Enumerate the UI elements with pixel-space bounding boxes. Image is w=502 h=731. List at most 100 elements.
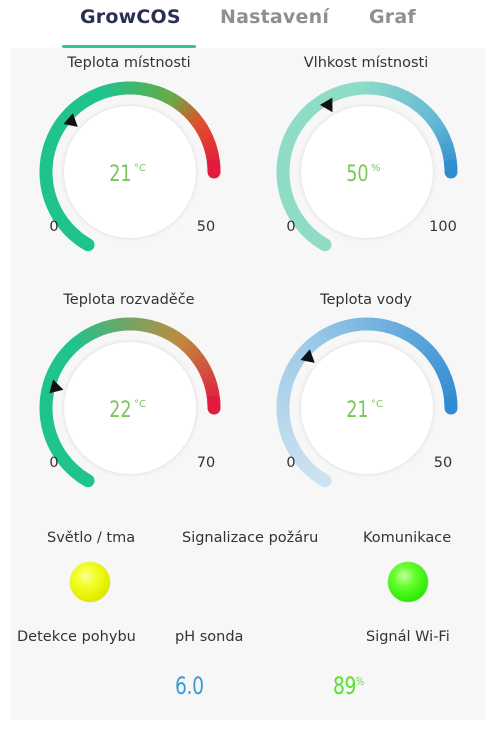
gauge-arc-segment [290,118,305,131]
gauge-max-label: 100 [429,219,457,235]
gauge-arc-segment [306,100,320,115]
gauge-arc-segment [132,81,141,96]
gauge-arc-segment [158,88,171,103]
active-tab-indicator [62,45,196,48]
gauge-arc-segment [405,93,419,109]
gauge-arc-segment [47,364,62,377]
gauge-arc-segment [64,104,79,119]
gauge-arc-segment [312,470,332,488]
gauge-arc-segment [40,181,55,191]
comm-label: Komunikace [363,530,452,546]
tab-graf[interactable]: Graf [369,6,416,28]
gauge-arc-segment [410,96,424,112]
gauge-arc-segment [73,232,87,248]
gauge-arc-segment [310,468,324,484]
gauge-arc-segment [50,123,65,136]
gauge-arc-segment [339,319,350,335]
gauge-arc-segment [181,340,196,355]
gauge-unit: °C [134,163,146,174]
ph-value: 6.0 [175,672,204,700]
gauge-unit: °C [134,399,146,410]
gauge-arc-segment [52,212,68,226]
gauge-arc-segment [177,336,192,351]
gauge-arc-segment [277,181,292,191]
gauge-arc-segment [39,158,54,167]
gauge-arc-segment [75,234,95,252]
gauge-arc-segment [280,376,295,387]
gauge-arc-segment [321,326,334,341]
gauge-arc-segment [39,412,54,421]
gauge-arc-segment [345,82,355,97]
gauge-arc-segment [306,336,320,351]
gauge-arc-segment [148,320,159,335]
gauge-arc-segment [405,329,419,345]
gauge-arc-segment [327,87,339,103]
gauge-arc-segment [277,388,292,398]
gauge-arc-segment [311,332,325,347]
gauge-value: 21 [109,161,131,186]
gauge-arc-segment [380,318,390,334]
gauge-arc-segment [279,192,295,203]
gauge-arc-segment [437,135,453,147]
gauge-arc-segment [102,83,113,99]
gauge-arc-segment [198,129,214,142]
gauge-arc-segment [53,118,68,131]
gauge-arc-segment [287,359,302,372]
gauge-arc-segment [278,382,293,392]
gauge-dial [301,342,433,474]
gauge-arc-segment [69,100,83,115]
gauge-arc-segment [439,377,455,388]
gauge-title-room-humidity: Vlhkost místnosti [303,55,429,71]
gauge-arc-segment [73,468,87,484]
tab-growcos[interactable]: GrowCOS [80,6,181,28]
gauge-arc-segment [280,140,295,151]
gauge-arc-segment [168,329,182,345]
gauge-arc-segment [276,176,291,185]
gauge-arc-segment [297,108,312,123]
gauge-arc-segment [163,90,177,106]
gauge-arc-segment [185,109,200,123]
gauge-arc-segment [429,118,445,132]
gauge-arc-segment [44,197,60,209]
gauge-arc-segment [395,324,408,339]
gauge-arc-segment [276,158,291,167]
gauge-arc-segment [143,318,153,334]
gauge-arc-segment [138,317,147,332]
gauge-arc-segment [297,457,312,471]
gauge-arc-segment [195,360,211,373]
gauge-arc-segment [202,141,218,152]
gauge-arc-segment [284,128,299,141]
gauge-arc-segment [333,321,344,337]
gauge-arc-segment [305,229,320,244]
gauge-arc-segment [426,113,441,128]
gauge-arc-segment [290,354,305,367]
gauge-arc-segment [44,370,60,382]
gauge-arc-segment [414,336,429,351]
wifi-value: 89% [333,672,364,700]
gauge-arc-segment [47,128,62,141]
gauge-arc-segment [79,93,93,108]
gauge-arc-segment [297,221,312,235]
gauge-arc-segment [390,321,402,337]
gauge-arc-segment [278,146,293,156]
gauge-arc-segment [181,104,196,119]
gauge-arc-segment [64,340,79,355]
gauge-arc-segment [418,104,433,119]
gauge-arc-segment [84,90,97,105]
gauge-arc-segment [56,349,72,363]
gauge-arc-segment [281,433,297,445]
gauge-value: 21 [346,397,368,422]
gauge-arc-segment [41,382,56,392]
gauge-arc-segment [276,394,291,403]
gauge-arc-segment [43,376,58,387]
gauge-arc-segment [173,332,187,348]
tab-nastaveni[interactable]: Nastavení [220,6,330,28]
gauge-arc-segment [56,216,71,231]
gauge-arc-segment [40,388,55,398]
gauge-arc-segment [75,470,95,488]
gauge-arc-segment [380,82,390,98]
gauge-arc-segment [283,438,299,451]
gauge-arc-segment [108,318,118,333]
gauge-pointer [319,97,333,113]
gauge-arc-segment [432,360,448,373]
